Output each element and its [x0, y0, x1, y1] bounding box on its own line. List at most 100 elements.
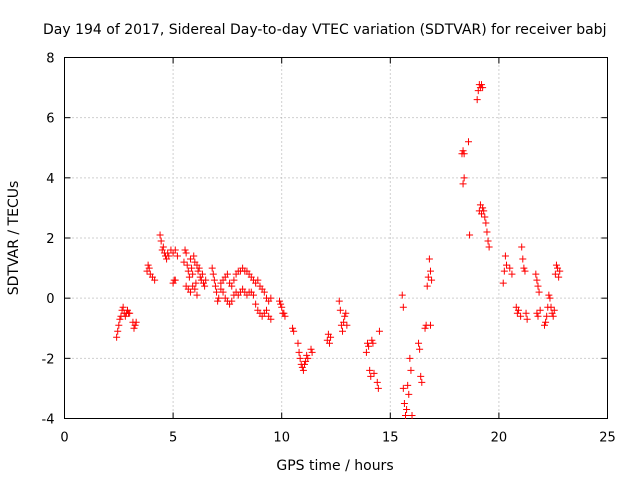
data-point [210, 276, 218, 284]
y-tick-label: 0 [46, 292, 54, 307]
data-point [370, 369, 378, 377]
data-point [550, 306, 558, 314]
data-point [130, 324, 138, 332]
data-point [517, 312, 525, 320]
data-point [362, 348, 370, 356]
data-point [290, 327, 298, 335]
data-point [209, 270, 217, 278]
data-point [404, 381, 412, 389]
y-axis-label: SDTVAR / TECUs [6, 181, 22, 296]
data-point [126, 309, 134, 317]
data-point [519, 255, 527, 263]
data-point [556, 267, 564, 275]
data-point [260, 288, 268, 296]
data-point [513, 309, 521, 317]
data-point [228, 282, 236, 290]
data-point [508, 270, 516, 278]
data-point [522, 309, 530, 317]
data-point [342, 309, 350, 317]
data-point [421, 324, 429, 332]
data-point [425, 255, 433, 263]
data-point [296, 354, 304, 362]
data-point [543, 312, 551, 320]
data-point [373, 378, 381, 386]
data-point [426, 321, 434, 329]
plot-frame [64, 57, 608, 419]
data-point [541, 321, 549, 329]
y-tick-label: 8 [46, 52, 54, 67]
data-point [366, 366, 374, 374]
data-point [267, 315, 275, 323]
grid-lines [64, 57, 608, 419]
data-point [192, 279, 200, 287]
data-point [545, 291, 553, 299]
data-point [417, 372, 425, 380]
data-point [402, 411, 410, 419]
data-point [428, 276, 436, 284]
y-tick-label: -2 [42, 352, 55, 367]
data-point [481, 213, 489, 221]
data-point [532, 270, 540, 278]
data-point [151, 276, 159, 284]
data-point [542, 318, 550, 326]
data-point [289, 324, 297, 332]
data-point [191, 285, 199, 293]
data-point [159, 243, 167, 251]
data-point [339, 327, 347, 335]
data-point [424, 273, 432, 281]
data-point [277, 300, 285, 308]
data-point [308, 348, 316, 356]
data-point [343, 321, 351, 329]
data-point [303, 351, 311, 359]
data-point [186, 255, 194, 263]
data-point [520, 264, 528, 272]
data-point [182, 249, 190, 257]
x-tick-label: 5 [169, 431, 177, 446]
data-point [223, 270, 231, 278]
x-tick-label: 20 [491, 431, 508, 446]
data-point [114, 327, 122, 335]
data-point [499, 279, 507, 287]
y-tick-label: 4 [46, 172, 54, 187]
data-point [325, 339, 333, 347]
data-point [483, 228, 491, 236]
data-point [398, 291, 406, 299]
data-point [184, 267, 192, 275]
data-point [171, 276, 179, 284]
data-point [500, 267, 508, 275]
data-point [215, 294, 223, 302]
data-point [131, 321, 139, 329]
data-point [406, 354, 414, 362]
data-point [368, 336, 376, 344]
data-point [157, 237, 165, 245]
data-point [460, 150, 468, 158]
data-point [473, 96, 481, 104]
data-point [180, 258, 188, 266]
data-point [188, 264, 196, 272]
data-point [144, 261, 152, 269]
data-point [547, 303, 555, 311]
data-point [533, 276, 541, 284]
data-point [190, 252, 198, 260]
data-point [466, 231, 474, 239]
data-point [194, 267, 202, 275]
x-axis-label: GPS time / hours [276, 458, 393, 474]
data-point [399, 384, 407, 392]
data-point [281, 312, 289, 320]
data-point [551, 270, 559, 278]
data-point [171, 246, 179, 254]
data-point [185, 273, 193, 281]
data-point [534, 312, 542, 320]
data-point [555, 273, 563, 281]
data-point [173, 252, 181, 260]
data-point [119, 303, 127, 311]
data-point [183, 261, 191, 269]
data-point [278, 303, 286, 311]
data-point [534, 282, 542, 290]
data-point [400, 399, 408, 407]
data-point [304, 354, 312, 362]
data-point [536, 306, 544, 314]
data-point [267, 294, 275, 302]
data-point [198, 270, 206, 278]
